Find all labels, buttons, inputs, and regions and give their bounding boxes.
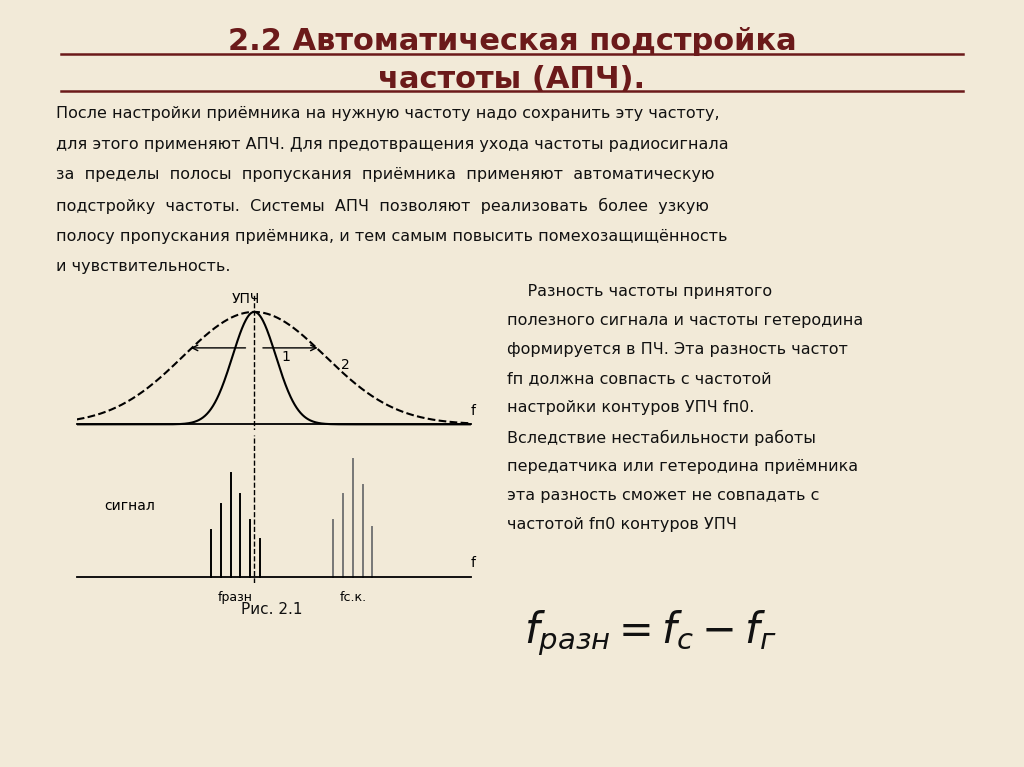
Text: подстройку  частоты.  Системы  АПЧ  позволяют  реализовать  более  узкую: подстройку частоты. Системы АПЧ позволяю… xyxy=(56,198,710,214)
Text: fn0: fn0 xyxy=(258,439,279,452)
Text: Рис. 2.1: Рис. 2.1 xyxy=(241,602,302,617)
Text: Вследствие нестабильности работы: Вследствие нестабильности работы xyxy=(507,430,816,446)
Text: УПЧ: УПЧ xyxy=(232,291,260,306)
Text: f: f xyxy=(470,403,475,417)
Text: и чувствительность.: и чувствительность. xyxy=(56,259,230,275)
Text: для этого применяют АПЧ. Для предотвращения ухода частоты радиосигнала: для этого применяют АПЧ. Для предотвраще… xyxy=(56,137,729,152)
Text: Разность частоты принятого: Разность частоты принятого xyxy=(507,284,772,299)
Text: fразн: fразн xyxy=(218,591,253,604)
Text: настройки контуров УПЧ fп0.: настройки контуров УПЧ fп0. xyxy=(507,400,755,416)
Text: После настройки приёмника на нужную частоту надо сохранить эту частоту,: После настройки приёмника на нужную част… xyxy=(56,106,720,121)
Text: 1: 1 xyxy=(282,350,291,364)
Text: $f_{\mathit{разн}} = f_c - f_г$: $f_{\mathit{разн}} = f_c - f_г$ xyxy=(524,608,776,657)
Text: 2.2 Автоматическая подстройка: 2.2 Автоматическая подстройка xyxy=(227,27,797,56)
Text: f: f xyxy=(470,556,475,570)
Text: частотой fп0 контуров УПЧ: частотой fп0 контуров УПЧ xyxy=(507,517,736,532)
Text: формируется в ПЧ. Эта разность частот: формируется в ПЧ. Эта разность частот xyxy=(507,342,848,357)
Text: fc.к.: fc.к. xyxy=(339,591,367,604)
Text: fп должна совпасть с частотой: fп должна совпасть с частотой xyxy=(507,371,771,387)
Text: за  пределы  полосы  пропускания  приёмника  применяют  автоматическую: за пределы полосы пропускания приёмника … xyxy=(56,167,715,183)
Text: 2: 2 xyxy=(341,357,349,372)
Text: полезного сигнала и частоты гетеродина: полезного сигнала и частоты гетеродина xyxy=(507,313,863,328)
Text: эта разность сможет не совпадать с: эта разность сможет не совпадать с xyxy=(507,488,819,503)
Text: полосу пропускания приёмника, и тем самым повысить помехозащищённость: полосу пропускания приёмника, и тем самы… xyxy=(56,229,728,244)
Text: передатчика или гетеродина приёмника: передатчика или гетеродина приёмника xyxy=(507,459,858,474)
Text: сигнал: сигнал xyxy=(104,499,156,513)
Text: частоты (АПЧ).: частоты (АПЧ). xyxy=(379,65,645,94)
